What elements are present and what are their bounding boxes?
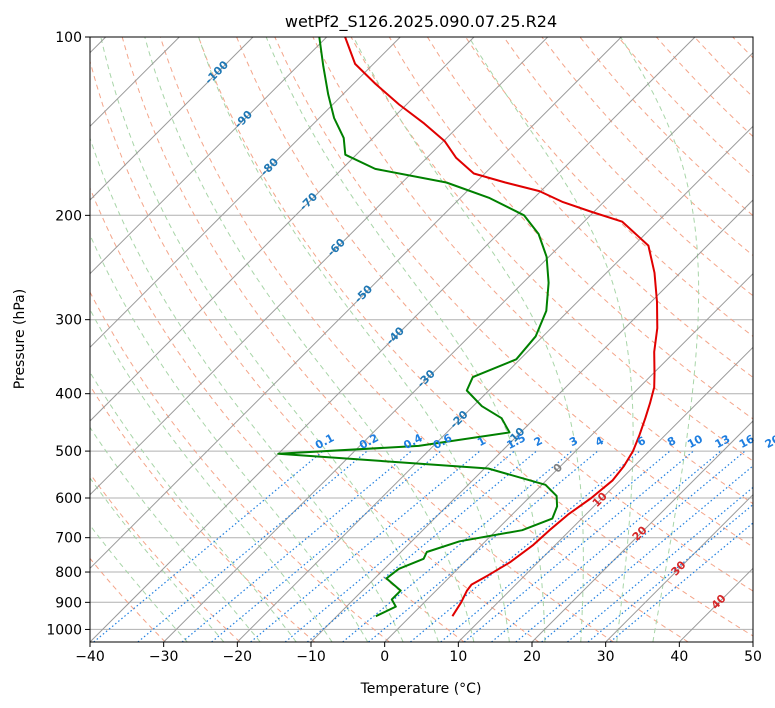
sounding-profiles [277, 37, 659, 618]
x-tick-label: −20 [223, 649, 253, 665]
plot-frame [89, 36, 754, 643]
dry-adiabat-line [236, 37, 753, 592]
mixing-ratio-line [342, 450, 573, 642]
temperature-profile-line [344, 37, 659, 617]
dry-adiabat-line [90, 384, 316, 642]
isotherm-line [90, 37, 622, 570]
mixing-ratio-line [306, 450, 537, 642]
dry-adiabat-line [90, 472, 241, 642]
mixing-ratio-label: 10 [685, 432, 705, 451]
dry-adiabat-line [350, 37, 753, 462]
moist-adiabat-line [90, 371, 297, 642]
y-tick-label: 400 [55, 387, 82, 403]
x-tick-label: 40 [670, 649, 688, 665]
x-tick-label: 50 [744, 649, 762, 665]
moist-adiabat-line [468, 37, 634, 642]
y-axis-ticks: 100 200 300 400 500 600 700 800 900 1000 [46, 30, 90, 638]
mixing-ratio-line [250, 450, 481, 642]
mixing-ratio-line [440, 450, 671, 642]
moist-adiabat-line [265, 37, 546, 642]
mixing-ratio-line [284, 450, 515, 642]
isotherm-line [457, 346, 753, 642]
mixing-ratio-line [211, 450, 442, 642]
dry-adiabat-line [274, 37, 753, 548]
mixing-ratio-line [587, 503, 753, 642]
moist-adiabat-line [90, 426, 261, 642]
isotherm-line [90, 37, 328, 275]
x-tick-label: 10 [449, 649, 467, 665]
y-tick-label: 600 [55, 491, 82, 507]
dry-adiabat-line [90, 59, 540, 642]
mixing-ratio-label: 13 [713, 432, 733, 451]
mixing-ratio-line [541, 465, 753, 642]
mixing-ratio-line [463, 450, 694, 642]
dry-adiabat-line [90, 291, 390, 642]
y-tick-label: 100 [55, 30, 82, 46]
dry-adiabat-line [465, 37, 753, 338]
dewpoint-profile-line [277, 37, 559, 618]
isotherm-line [90, 37, 475, 422]
dry-adiabat-line [312, 37, 753, 505]
dry-adiabat-line [90, 557, 166, 642]
x-tick-label: −10 [296, 649, 326, 665]
y-tick-label: 300 [55, 313, 82, 329]
isotherm-line [236, 125, 753, 642]
mixing-ratio-line [93, 450, 324, 642]
x-tick-label: −30 [149, 649, 179, 665]
mixing-ratio-line [515, 450, 746, 642]
dry-adiabat-line [90, 186, 465, 642]
y-tick-label: 500 [55, 444, 82, 460]
x-tick-label: 30 [597, 649, 615, 665]
isotherm-line [90, 37, 696, 642]
x-axis-label: Temperature (°C) [360, 681, 482, 697]
moist-adiabat-line [620, 37, 700, 642]
y-tick-label: 200 [55, 208, 82, 224]
mixing-ratio-line [567, 486, 753, 642]
isotherm-line [90, 37, 549, 496]
y-tick-label: 800 [55, 565, 82, 581]
mixing-ratio-line [410, 450, 641, 642]
moist-adiabat-line [90, 524, 188, 642]
background-lines [90, 37, 753, 642]
mixing-ratio-line [491, 450, 722, 642]
moist-adiabat-line [100, 37, 439, 642]
moist-adiabat-line [90, 233, 369, 642]
plot-area [90, 37, 753, 642]
y-axis-label: Pressure (hPa) [12, 289, 28, 389]
dry-adiabat-line [121, 37, 614, 642]
moist-adiabat-line [90, 136, 404, 642]
isotherm-line [531, 420, 753, 642]
x-axis-ticks: −40 −30 −20 −10 0 10 20 30 40 50 [75, 642, 762, 665]
mixing-ratio-line [609, 522, 753, 642]
mixing-ratio-label: 20 [763, 432, 775, 451]
dry-adiabat-line [388, 37, 753, 420]
mixing-ratio-line [181, 450, 412, 642]
y-tick-label: 900 [55, 595, 82, 611]
chart-title: wetPf2_S126.2025.090.07.25.R24 [285, 12, 557, 32]
x-tick-label: 20 [523, 649, 541, 665]
y-tick-label: 1000 [46, 622, 82, 638]
y-tick-label: 700 [55, 531, 82, 547]
dry-adiabat-line [503, 37, 753, 297]
dry-adiabat-line [159, 37, 689, 642]
mixing-ratio-label: 16 [737, 432, 757, 451]
moist-adiabat-line [144, 37, 475, 642]
mixing-ratio-line [368, 450, 599, 642]
isotherm-line [90, 37, 401, 349]
isotherm-line [605, 493, 753, 642]
x-tick-label: −40 [75, 649, 105, 665]
isotherm-line [384, 272, 753, 642]
isotherm-line [163, 51, 753, 642]
moist-adiabat-line [353, 37, 584, 642]
x-tick-label: 0 [380, 649, 389, 665]
isotherm-line [310, 199, 753, 642]
isotherm-line [90, 37, 254, 201]
mixing-ratio-line [137, 450, 368, 642]
